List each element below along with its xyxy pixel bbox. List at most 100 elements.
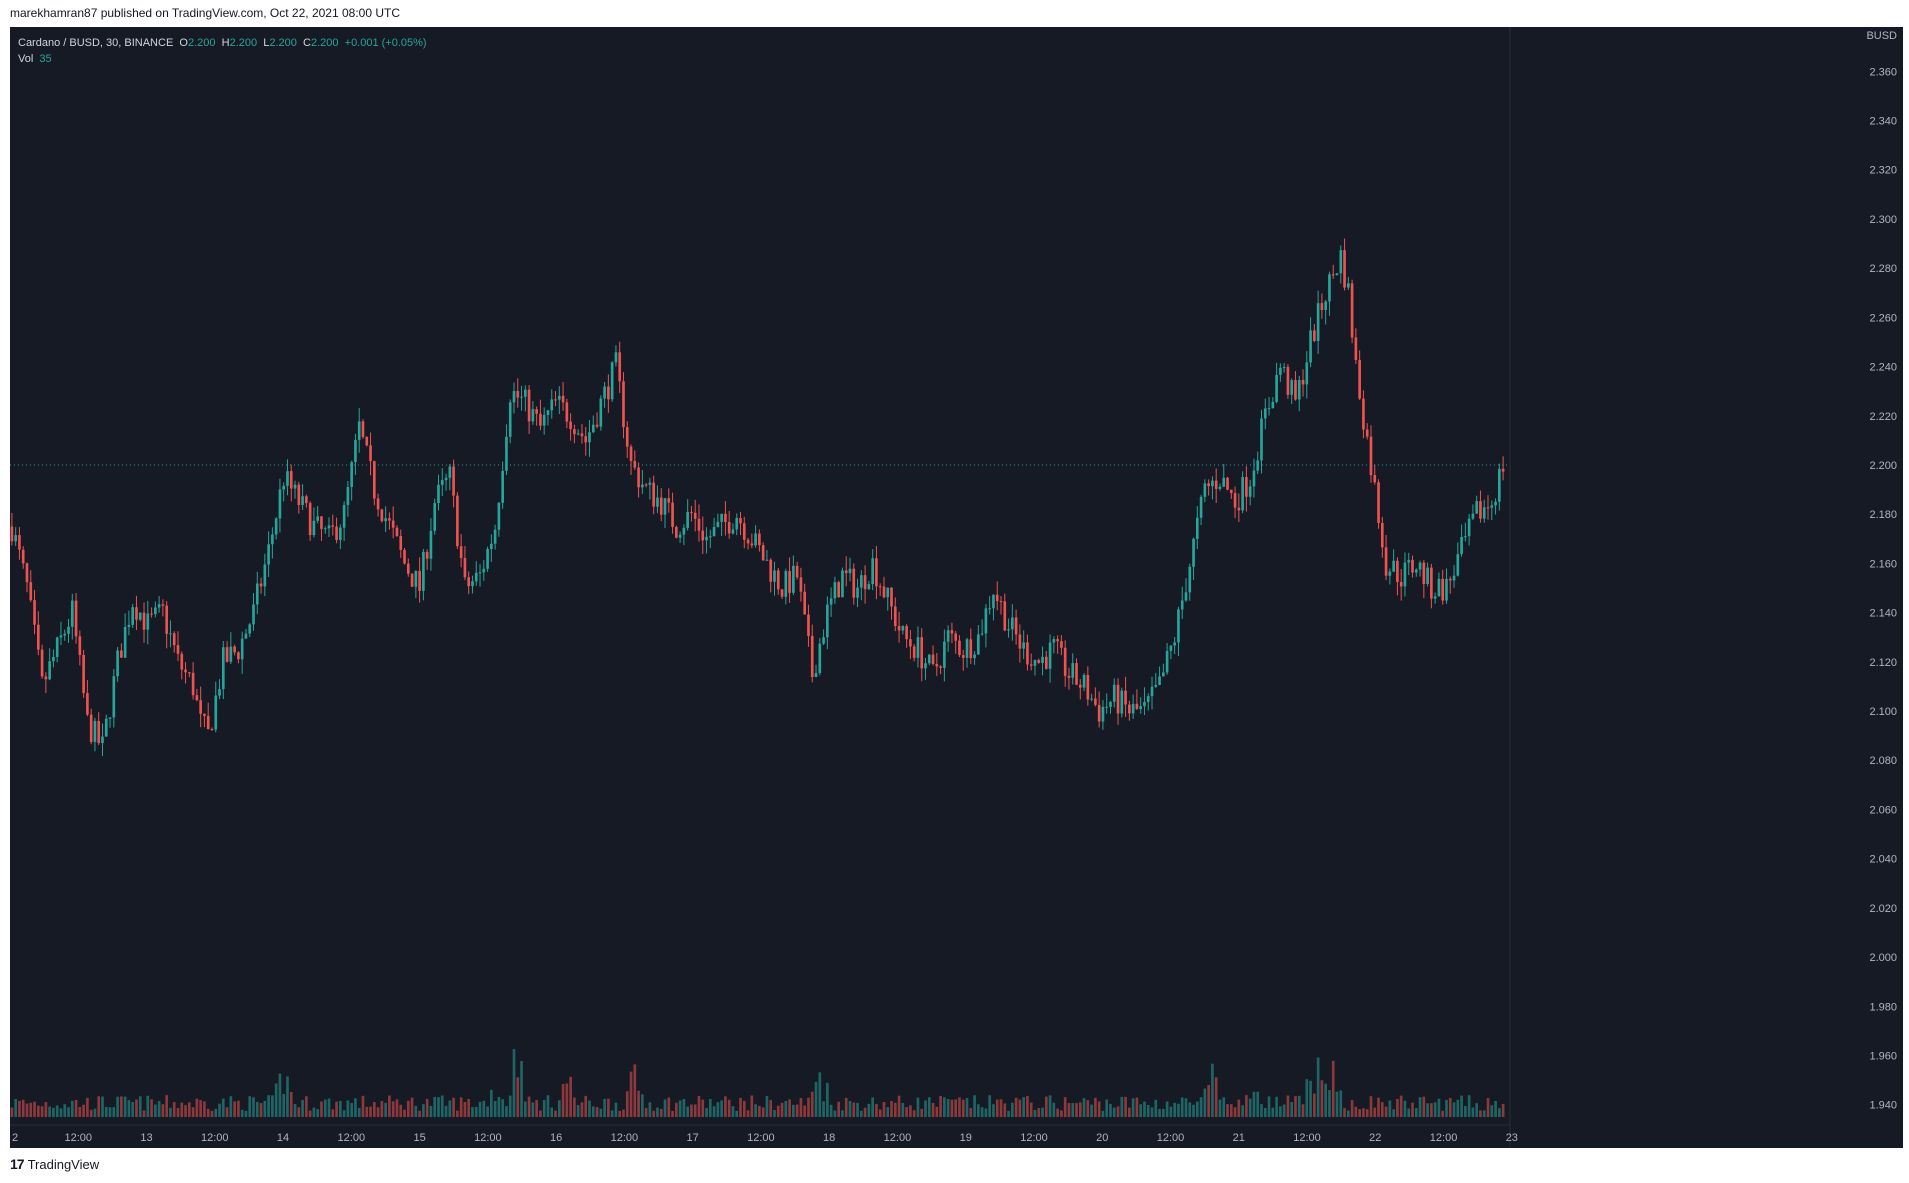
- candle-body: [1188, 566, 1192, 593]
- tradingview-logo-icon[interactable]: 17: [10, 1156, 25, 1172]
- candle-body: [946, 630, 950, 642]
- volume-bar: [678, 1100, 682, 1117]
- time-tick-label: 17: [687, 1132, 699, 1144]
- volume-bar: [663, 1099, 667, 1117]
- time-tick-label: 12:00: [747, 1132, 775, 1144]
- candle-body: [814, 673, 818, 678]
- price-tick-label: 2.340: [1869, 115, 1897, 127]
- volume-bar: [1380, 1102, 1384, 1117]
- candle-body: [1256, 460, 1260, 471]
- candle-body: [784, 571, 788, 597]
- volume-bar: [750, 1095, 754, 1117]
- volume-bar: [1384, 1106, 1388, 1117]
- candle-body: [591, 424, 595, 433]
- volume-bar: [769, 1100, 773, 1117]
- candle-body: [388, 518, 391, 521]
- volume-bar: [267, 1095, 270, 1117]
- volume-bar: [829, 1104, 833, 1117]
- volume-bar: [1486, 1097, 1490, 1117]
- volume-bar: [984, 1108, 988, 1117]
- volume-bar: [731, 1106, 735, 1117]
- volume-bar: [822, 1101, 825, 1117]
- symbol-label[interactable]: Cardano / BUSD, 30, BINANCE: [18, 37, 174, 49]
- volume-bar: [924, 1100, 927, 1117]
- candle-body: [157, 604, 161, 608]
- candle-body: [739, 518, 742, 524]
- volume-bar: [1056, 1108, 1059, 1117]
- volume-bar: [1275, 1096, 1278, 1117]
- volume-bar: [1063, 1097, 1067, 1117]
- candle-body: [1041, 656, 1044, 664]
- chart-panel[interactable]: 2.20029:54 BUSD 2.360 2.340 2.320 2.300 2.280…: [10, 27, 1903, 1148]
- volume-bar: [1331, 1060, 1335, 1117]
- volume-bar: [833, 1110, 837, 1117]
- volume-bar: [682, 1098, 686, 1117]
- candle-body: [1116, 684, 1120, 714]
- volume-bar: [912, 1110, 916, 1117]
- candle-body: [1094, 698, 1097, 705]
- candle-body: [973, 654, 976, 659]
- volume-bar: [384, 1102, 387, 1117]
- candle-body: [958, 640, 961, 656]
- volume-bar: [1445, 1099, 1448, 1117]
- volume-bar: [557, 1100, 561, 1117]
- volume-bar: [1237, 1099, 1241, 1117]
- candle-body: [773, 570, 776, 582]
- volume-bar: [644, 1108, 648, 1117]
- volume-bar: [1399, 1095, 1403, 1117]
- open-value: 2.200: [187, 37, 216, 49]
- price-tick-label: 2.300: [1869, 214, 1897, 226]
- price-tick-label: 2.120: [1869, 657, 1897, 669]
- volume-bar: [422, 1104, 425, 1117]
- volume-bar: [486, 1106, 489, 1117]
- volume-bar: [841, 1110, 844, 1117]
- candle-body: [308, 503, 312, 536]
- volume-bar: [365, 1106, 369, 1117]
- volume-label[interactable]: Vol: [18, 53, 34, 65]
- volume-bar: [1433, 1102, 1437, 1117]
- time-tick-label: 12:00: [611, 1132, 639, 1144]
- candle-body: [1097, 704, 1101, 722]
- candle-body: [1082, 674, 1086, 688]
- volume-bar: [765, 1095, 769, 1117]
- volume-bar: [214, 1108, 218, 1117]
- candle-body: [588, 432, 591, 443]
- candle-body: [641, 484, 644, 488]
- candle-body: [897, 625, 901, 631]
- volume-bar: [452, 1097, 455, 1117]
- candle-body: [486, 548, 489, 569]
- candlestick-chart[interactable]: 2.20029:54 BUSD 2.360 2.340 2.320 2.300 2.280…: [10, 27, 1903, 1148]
- candle-body: [104, 718, 108, 737]
- candle-body: [52, 656, 55, 662]
- candle-body: [848, 568, 852, 574]
- volume-bar: [897, 1095, 901, 1117]
- volume-bar: [1464, 1105, 1467, 1117]
- volume-bar: [1226, 1104, 1229, 1117]
- candle-body: [410, 573, 414, 587]
- candle-body: [14, 535, 17, 542]
- candle-body: [625, 427, 629, 447]
- candle-body: [1467, 518, 1471, 537]
- candle-body: [1486, 507, 1490, 509]
- candle-body: [1037, 659, 1041, 664]
- candle-body: [278, 489, 282, 519]
- candle-body: [1301, 379, 1305, 385]
- volume-bar: [901, 1102, 905, 1117]
- candle-body: [1026, 642, 1029, 665]
- volume-bar: [826, 1082, 829, 1117]
- candle-body: [471, 581, 474, 587]
- footer-brand[interactable]: TradingView: [27, 1156, 100, 1172]
- candle-body: [686, 511, 689, 528]
- volume-bar: [425, 1098, 429, 1117]
- volume-bar: [169, 1107, 172, 1117]
- volume-bar: [795, 1104, 799, 1117]
- candle-body: [1211, 480, 1214, 487]
- candle-body: [1350, 283, 1354, 338]
- volume-bar: [595, 1107, 599, 1117]
- volume-bar: [599, 1108, 603, 1117]
- candle-body: [452, 466, 455, 496]
- candle-body: [191, 672, 195, 696]
- candle-body: [833, 582, 837, 599]
- volume-bar: [848, 1101, 852, 1117]
- candle-body: [1422, 562, 1426, 585]
